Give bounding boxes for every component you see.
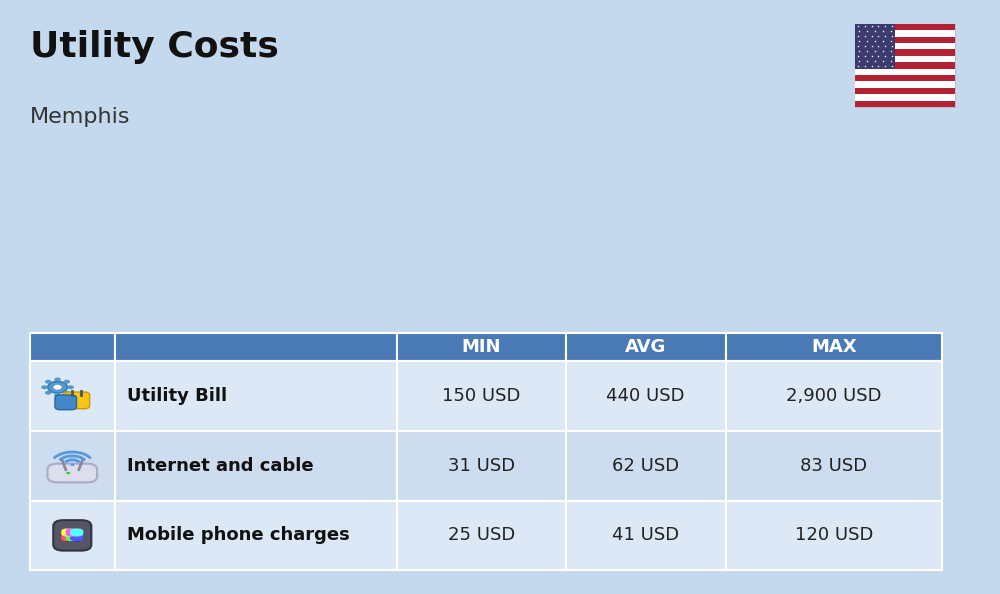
- FancyBboxPatch shape: [397, 333, 566, 361]
- Text: Internet and cable: Internet and cable: [127, 457, 313, 475]
- FancyBboxPatch shape: [48, 464, 97, 482]
- FancyBboxPatch shape: [65, 529, 80, 542]
- Circle shape: [53, 385, 62, 390]
- FancyBboxPatch shape: [61, 533, 75, 541]
- Circle shape: [41, 386, 48, 389]
- Text: 41 USD: 41 USD: [612, 526, 679, 544]
- FancyBboxPatch shape: [115, 501, 397, 570]
- FancyBboxPatch shape: [855, 88, 955, 94]
- FancyBboxPatch shape: [726, 501, 942, 570]
- FancyBboxPatch shape: [855, 62, 955, 68]
- Text: Utility Bill: Utility Bill: [127, 387, 227, 405]
- FancyBboxPatch shape: [30, 431, 115, 501]
- Text: 440 USD: 440 USD: [606, 387, 685, 405]
- Text: 25 USD: 25 USD: [448, 526, 515, 544]
- Circle shape: [54, 377, 61, 381]
- Text: MIN: MIN: [461, 338, 501, 356]
- Text: 31 USD: 31 USD: [448, 457, 515, 475]
- FancyBboxPatch shape: [70, 533, 83, 541]
- Circle shape: [70, 463, 74, 466]
- Text: Utility Costs: Utility Costs: [30, 30, 279, 64]
- Text: 120 USD: 120 USD: [795, 526, 873, 544]
- Circle shape: [67, 386, 74, 389]
- FancyBboxPatch shape: [855, 56, 955, 62]
- Text: Mobile phone charges: Mobile phone charges: [127, 526, 349, 544]
- FancyBboxPatch shape: [855, 49, 955, 56]
- FancyBboxPatch shape: [30, 501, 115, 570]
- FancyBboxPatch shape: [855, 100, 955, 107]
- Text: 2,900 USD: 2,900 USD: [786, 387, 881, 405]
- FancyBboxPatch shape: [66, 529, 79, 536]
- FancyBboxPatch shape: [855, 43, 955, 49]
- FancyBboxPatch shape: [855, 75, 955, 81]
- FancyBboxPatch shape: [30, 361, 115, 431]
- Circle shape: [64, 380, 70, 384]
- FancyBboxPatch shape: [53, 520, 91, 551]
- FancyBboxPatch shape: [855, 94, 955, 100]
- FancyBboxPatch shape: [63, 392, 90, 409]
- FancyBboxPatch shape: [726, 333, 942, 361]
- Text: MAX: MAX: [811, 338, 857, 356]
- FancyBboxPatch shape: [855, 37, 955, 43]
- FancyBboxPatch shape: [726, 431, 942, 501]
- FancyBboxPatch shape: [855, 81, 955, 88]
- Circle shape: [66, 472, 70, 474]
- FancyBboxPatch shape: [397, 431, 566, 501]
- FancyBboxPatch shape: [566, 361, 726, 431]
- FancyBboxPatch shape: [55, 395, 76, 410]
- FancyBboxPatch shape: [726, 361, 942, 431]
- Circle shape: [64, 391, 70, 394]
- FancyBboxPatch shape: [855, 30, 955, 37]
- FancyBboxPatch shape: [566, 333, 726, 361]
- Text: 150 USD: 150 USD: [442, 387, 520, 405]
- FancyBboxPatch shape: [566, 501, 726, 570]
- Text: Memphis: Memphis: [30, 107, 130, 127]
- Circle shape: [48, 381, 67, 393]
- FancyBboxPatch shape: [115, 431, 397, 501]
- Circle shape: [45, 380, 52, 384]
- FancyBboxPatch shape: [115, 333, 397, 361]
- Circle shape: [54, 393, 61, 397]
- Text: 62 USD: 62 USD: [612, 457, 679, 475]
- Text: 83 USD: 83 USD: [800, 457, 867, 475]
- FancyBboxPatch shape: [66, 533, 79, 541]
- FancyBboxPatch shape: [397, 361, 566, 431]
- FancyBboxPatch shape: [61, 529, 75, 536]
- FancyBboxPatch shape: [855, 24, 955, 107]
- FancyBboxPatch shape: [397, 501, 566, 570]
- FancyBboxPatch shape: [855, 24, 895, 68]
- FancyBboxPatch shape: [70, 529, 83, 536]
- Circle shape: [45, 391, 52, 394]
- FancyBboxPatch shape: [566, 431, 726, 501]
- FancyBboxPatch shape: [115, 361, 397, 431]
- FancyBboxPatch shape: [855, 24, 955, 30]
- Text: AVG: AVG: [625, 338, 666, 356]
- FancyBboxPatch shape: [30, 333, 115, 361]
- FancyBboxPatch shape: [855, 68, 955, 75]
